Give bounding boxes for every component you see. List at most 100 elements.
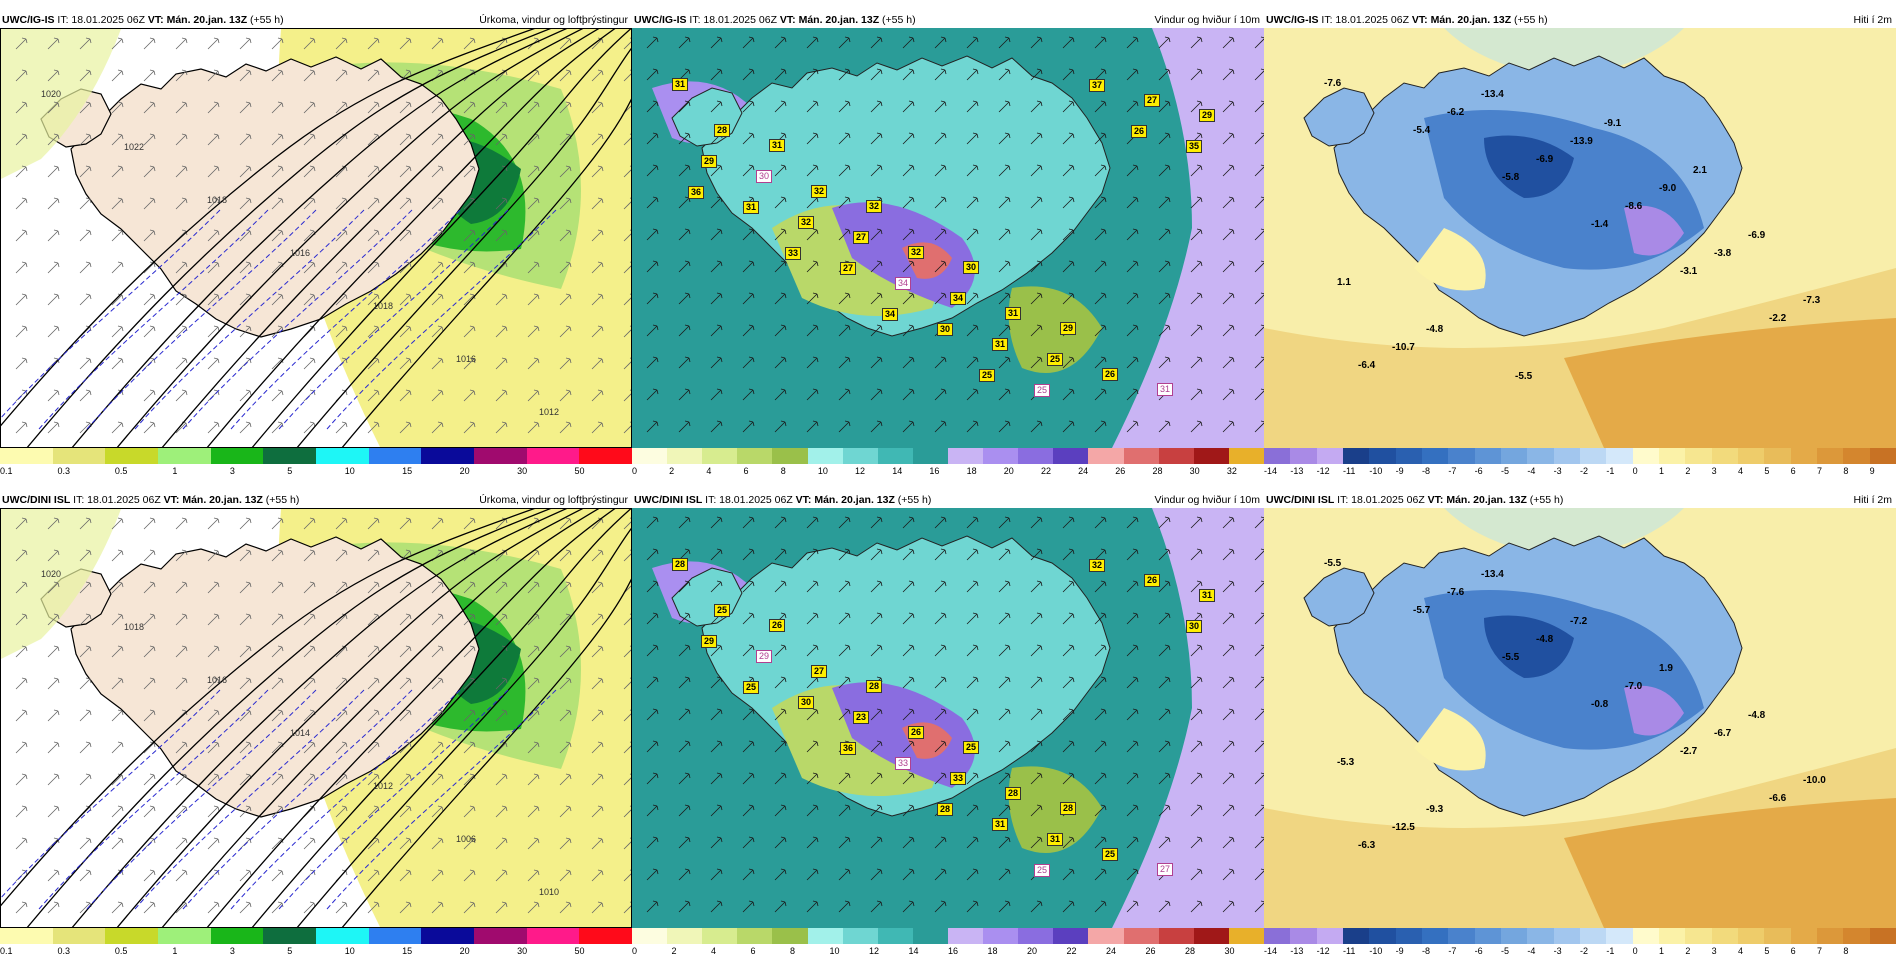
temp-label: -6.9 bbox=[1748, 230, 1766, 241]
colorbar-swatch bbox=[737, 448, 773, 464]
colorbar-swatch bbox=[1501, 448, 1528, 464]
colorbar-swatch bbox=[1474, 448, 1502, 464]
gust-label: 32 bbox=[798, 216, 815, 229]
gust-label: 31 bbox=[992, 818, 1009, 831]
init-time: IT: 18.01.2025 06Z bbox=[57, 14, 145, 26]
colorbar-swatch bbox=[1448, 448, 1476, 464]
colorbar-tick-label: 2 bbox=[1685, 946, 1691, 956]
temp-label: -5.3 bbox=[1337, 757, 1355, 768]
precip-colorbar: 0.1 0.3 0.5 1 3 5 10 15 20 30 50 bbox=[0, 448, 633, 476]
colorbar-tick-label: 20 bbox=[459, 946, 470, 956]
temp-label: -5.4 bbox=[1413, 125, 1431, 136]
colorbar-swatch bbox=[1422, 448, 1449, 464]
colorbar-tick-label: 3 bbox=[229, 946, 235, 956]
colorbar-tick-label: 0 bbox=[632, 466, 638, 476]
colorbar-tick-label: 20 bbox=[459, 466, 470, 476]
lead-time: (+55 h) bbox=[882, 14, 916, 26]
panel-row1-wind: UWC/IG-IS IT: 18.01.2025 06Z VT: Mán. 20… bbox=[632, 12, 1265, 476]
model-name: UWC/IG-IS bbox=[634, 14, 687, 26]
colorbar-swatch bbox=[1228, 928, 1265, 944]
colorbar-swatch bbox=[368, 448, 422, 464]
gust-label: 27 bbox=[840, 262, 857, 275]
colorbar-swatch bbox=[1343, 448, 1370, 464]
colorbar-tick-label: -6 bbox=[1474, 466, 1483, 476]
colorbar-tick-label: 4 bbox=[1738, 466, 1744, 476]
colorbar-tick-label: -12 bbox=[1316, 946, 1330, 956]
colorbar-swatch bbox=[1790, 928, 1818, 944]
precip-field bbox=[1, 29, 631, 447]
precip-colorbar: 0.1 0.3 0.5 1 3 5 10 15 20 30 50 bbox=[0, 928, 633, 956]
valid-time: Mán. 20.jan. 13Z bbox=[798, 14, 880, 26]
colorbar-tick-label: 5 bbox=[1764, 946, 1770, 956]
colorbar-swatch bbox=[1290, 928, 1318, 944]
valid-time: Mán. 20.jan. 13Z bbox=[1446, 494, 1527, 506]
gust-label: 29 bbox=[1199, 109, 1216, 122]
gust-label: 33 bbox=[895, 757, 912, 770]
init-time: IT: 18.01.2025 06Z bbox=[73, 494, 161, 506]
colorbar-swatch bbox=[1790, 448, 1818, 464]
colorbar-tick-label: -4 bbox=[1527, 466, 1536, 476]
colorbar-tick-label: 16 bbox=[929, 466, 940, 476]
gust-label: 26 bbox=[1131, 125, 1148, 138]
colorbar-swatch bbox=[1316, 928, 1344, 944]
colorbar-tick-label: 7 bbox=[1817, 466, 1823, 476]
panel-row2-precip: UWC/DINI ISL IT: 18.01.2025 06Z VT: Mán.… bbox=[0, 492, 633, 956]
isobar-label: 1012 bbox=[373, 781, 394, 791]
colorbar-tick-label: -11 bbox=[1343, 466, 1356, 476]
colorbar-tick-label: 5 bbox=[1764, 466, 1770, 476]
colorbar-swatch bbox=[0, 448, 54, 464]
colorbar-swatch bbox=[1817, 928, 1844, 944]
gust-label: 25 bbox=[979, 369, 996, 382]
gust-label: 30 bbox=[937, 323, 954, 336]
colorbar-tick-label: 12 bbox=[869, 946, 880, 956]
colorbar-tick-label: 8 bbox=[1843, 466, 1849, 476]
colorbar-tick-label: 8 bbox=[790, 946, 796, 956]
gust-label: 26 bbox=[1144, 574, 1161, 587]
gust-label: 33 bbox=[950, 772, 967, 785]
colorbar-tick-label: 26 bbox=[1115, 466, 1126, 476]
temp-label: -6.2 bbox=[1447, 107, 1465, 118]
colorbar-tick-label: 4 bbox=[1738, 946, 1744, 956]
colorbar-swatch bbox=[1711, 448, 1739, 464]
colorbar-tick-label: -10 bbox=[1369, 946, 1383, 956]
colorbar-tick-label: -8 bbox=[1422, 466, 1431, 476]
colorbar-tick-label: 5 bbox=[287, 466, 293, 476]
gust-label: 28 bbox=[1060, 802, 1077, 815]
colorbar-tick-label: 0.5 bbox=[114, 466, 128, 476]
colorbar-tick-label: 10 bbox=[344, 946, 355, 956]
colorbar-swatch bbox=[1369, 448, 1397, 464]
colorbar-swatch bbox=[1193, 928, 1230, 944]
colorbar-swatch bbox=[1580, 448, 1607, 464]
panel-title: Vindur og hviður í 10m bbox=[1154, 14, 1260, 26]
temp-label: -7.2 bbox=[1570, 616, 1588, 627]
colorbar-swatch bbox=[948, 448, 984, 464]
gust-label: 27 bbox=[1144, 94, 1161, 107]
colorbar-swatch bbox=[1632, 928, 1660, 944]
colorbar-tick-label: -5 bbox=[1501, 946, 1510, 956]
colorbar-tick-label: 50 bbox=[574, 466, 585, 476]
temp-label: 1.1 bbox=[1337, 277, 1351, 288]
colorbar-tick-label: 3 bbox=[1711, 466, 1717, 476]
temp-label: -5.5 bbox=[1502, 652, 1520, 663]
colorbar-swatch bbox=[702, 928, 738, 944]
colorbar-swatch bbox=[1553, 448, 1581, 464]
gust-label: 26 bbox=[1102, 368, 1119, 381]
gust-label: 28 bbox=[672, 558, 689, 571]
model-name: UWC/IG-IS bbox=[2, 14, 55, 26]
colorbar-tick-label: 7 bbox=[1817, 946, 1823, 956]
gust-label: 31 bbox=[1199, 589, 1216, 602]
colorbar-tick-label: -7 bbox=[1448, 946, 1457, 956]
valid-time: Mán. 20.jan. 13Z bbox=[814, 494, 895, 506]
colorbar-swatch bbox=[1869, 928, 1897, 944]
colorbar-swatch bbox=[1228, 448, 1265, 464]
colorbar-tick-label: 6 bbox=[750, 946, 756, 956]
panel-header: UWC/DINI ISL IT: 18.01.2025 06Z VT: Mán.… bbox=[632, 492, 1264, 508]
isobar-label: 1020 bbox=[41, 569, 62, 579]
temp-label: -12.5 bbox=[1392, 822, 1415, 833]
colorbar-tick-label: 28 bbox=[1185, 946, 1196, 956]
colorbar-swatch bbox=[1053, 928, 1089, 944]
colorbar-tick-label: -3 bbox=[1553, 946, 1562, 956]
colorbar-tick-label: 24 bbox=[1078, 466, 1089, 476]
colorbar-swatch bbox=[263, 928, 317, 944]
colorbar-swatch bbox=[1580, 928, 1607, 944]
